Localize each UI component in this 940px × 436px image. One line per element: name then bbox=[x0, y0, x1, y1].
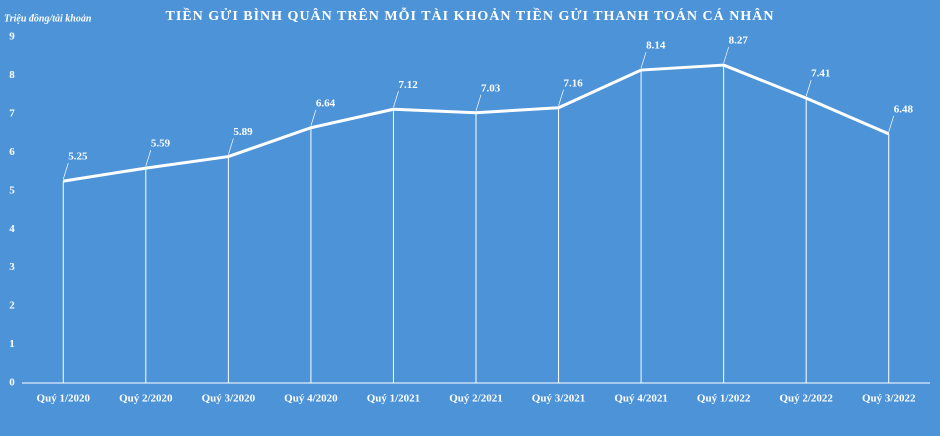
x-tick-label: Quý 3/2021 bbox=[532, 393, 585, 405]
x-tick-label: Quý 1/2022 bbox=[697, 393, 751, 405]
y-tick-label: 7 bbox=[9, 107, 15, 119]
y-tick-label: 0 bbox=[9, 377, 15, 389]
label-leader bbox=[62, 163, 69, 180]
data-label: 7.41 bbox=[811, 68, 830, 80]
y-tick-label: 4 bbox=[9, 223, 15, 235]
label-leader bbox=[640, 51, 647, 69]
label-leader bbox=[310, 109, 317, 126]
data-label: 7.03 bbox=[481, 82, 501, 94]
label-leader bbox=[888, 115, 895, 132]
x-tick-label: Quý 3/2022 bbox=[862, 393, 916, 405]
y-tick-label: 3 bbox=[9, 261, 15, 273]
data-label: 8.14 bbox=[646, 40, 666, 52]
data-label: 5.25 bbox=[68, 151, 88, 163]
y-tick-label: 8 bbox=[9, 69, 15, 81]
label-leader bbox=[805, 80, 812, 97]
y-tick-label: 6 bbox=[9, 146, 15, 158]
data-label: 6.64 bbox=[316, 97, 336, 109]
data-label: 6.48 bbox=[894, 103, 914, 115]
label-leader bbox=[393, 91, 399, 108]
x-tick-label: Quý 4/2021 bbox=[614, 393, 667, 405]
label-leader bbox=[723, 46, 729, 64]
x-tick-label: Quý 3/2020 bbox=[202, 393, 256, 405]
x-tick-label: Quý 2/2020 bbox=[119, 393, 173, 405]
x-tick-label: Quý 1/2021 bbox=[367, 393, 420, 405]
x-tick-label: Quý 2/2021 bbox=[449, 393, 502, 405]
data-label: 5.89 bbox=[233, 126, 253, 138]
data-label: 7.16 bbox=[564, 77, 584, 89]
label-leader bbox=[228, 138, 234, 155]
data-label: 8.27 bbox=[729, 35, 749, 47]
label-leader bbox=[558, 89, 564, 106]
data-label: 7.12 bbox=[398, 79, 418, 91]
y-tick-label: 9 bbox=[9, 31, 15, 43]
line-series bbox=[63, 63, 890, 183]
y-tick-label: 5 bbox=[9, 184, 15, 196]
data-label: 5.59 bbox=[151, 138, 171, 150]
x-tick-label: Quý 1/2020 bbox=[37, 393, 91, 405]
y-tick-label: 1 bbox=[9, 338, 15, 350]
y-axis-label: Triệu đồng/tài khoản bbox=[4, 13, 92, 24]
label-leader bbox=[475, 94, 482, 111]
x-tick-label: Quý 2/2022 bbox=[779, 393, 833, 405]
chart-title: TIỀN GỬI BÌNH QUÂN TRÊN MỖI TÀI KHOẢN TI… bbox=[166, 6, 775, 24]
x-tick-label: Quý 4/2020 bbox=[284, 393, 338, 405]
label-leader bbox=[145, 149, 152, 167]
y-tick-label: 2 bbox=[9, 300, 15, 312]
